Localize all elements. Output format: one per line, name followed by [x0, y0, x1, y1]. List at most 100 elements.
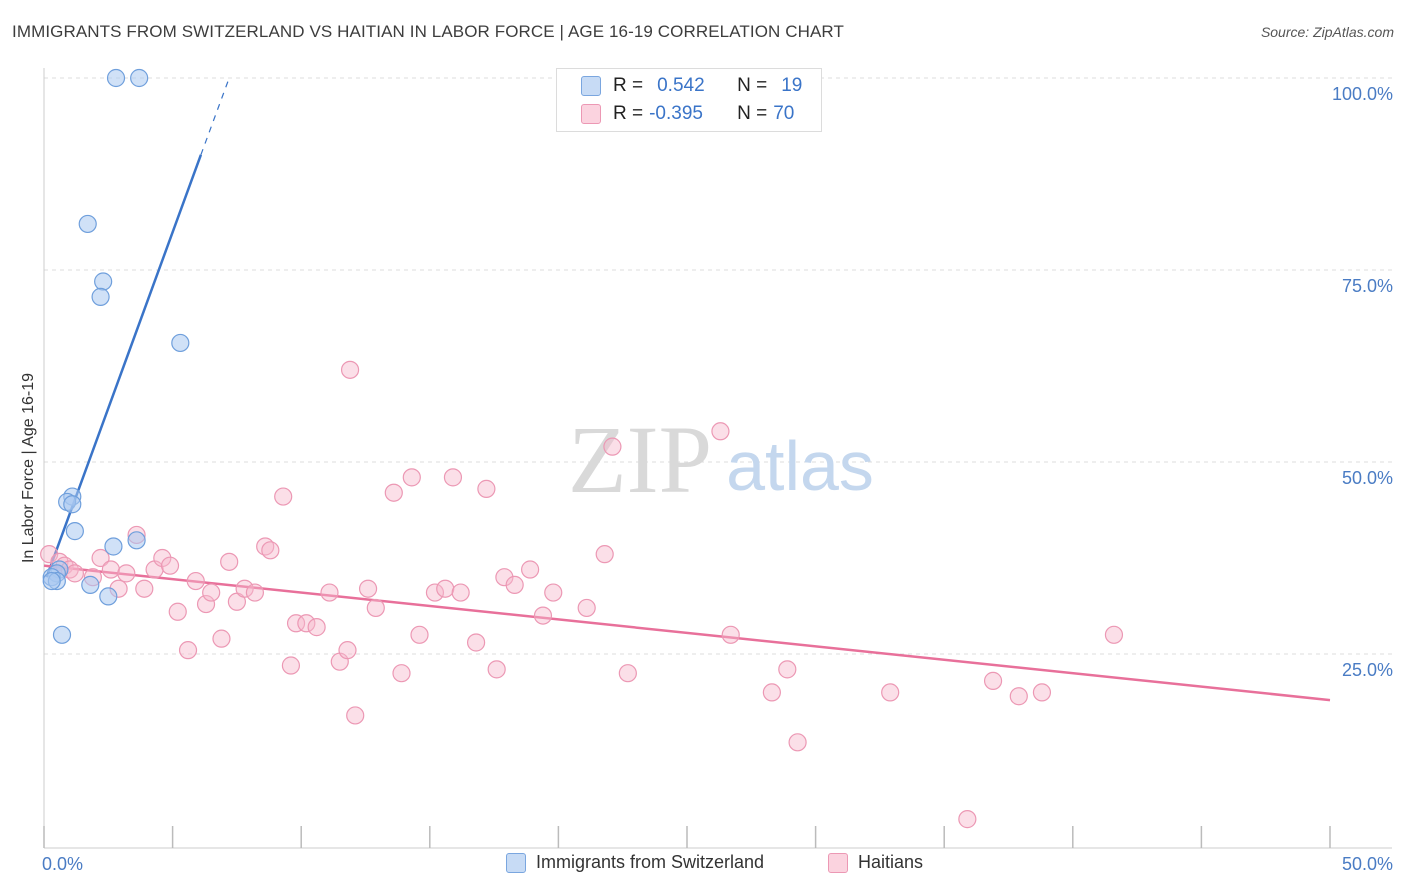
legend-item-swiss[interactable]: Immigrants from Switzerland [506, 852, 764, 873]
data-point-haitian [505, 575, 524, 594]
r-label: R = [613, 75, 644, 96]
data-point-haitian [487, 660, 506, 679]
data-point-haitian [220, 552, 239, 571]
data-point-haitian [358, 579, 378, 598]
data-point-swiss [78, 214, 97, 234]
data-point-haitian [721, 625, 740, 644]
data-point-haitian [40, 545, 59, 564]
trend-line-haitian [43, 564, 1331, 702]
data-point-swiss [104, 537, 123, 556]
data-point-haitian [135, 579, 154, 598]
data-point-haitian [320, 583, 339, 602]
data-point-haitian [245, 583, 265, 602]
data-point-haitian [392, 664, 411, 683]
data-point-haitian [410, 625, 429, 644]
y-tick-label: 100.0% [1332, 84, 1393, 104]
data-point-haitian [196, 594, 216, 614]
n-label: N = [737, 103, 768, 124]
data-point-swiss [91, 287, 110, 306]
data-point-swiss [171, 333, 190, 353]
data-point-haitian [153, 548, 172, 568]
data-point-haitian [261, 541, 280, 560]
data-point-haitian [533, 606, 553, 625]
data-point-haitian [402, 468, 421, 487]
y-tick-labels: 25.0% 50.0% 75.0% 100.0% [1332, 84, 1393, 680]
swatch-swiss [581, 76, 601, 96]
data-point-haitian [168, 602, 187, 621]
swatch-haitian [581, 104, 601, 124]
x-tick-labels: 0.0% 50.0% [42, 854, 1393, 874]
data-point-haitian [603, 437, 622, 456]
legend-swatch-haitian [828, 852, 848, 873]
data-point-haitian [958, 810, 977, 829]
r-label: R = [613, 103, 644, 124]
data-point-haitian [451, 583, 470, 602]
data-point-haitian [307, 618, 326, 637]
data-point-haitian [338, 641, 357, 660]
data-point-haitian [160, 556, 180, 575]
x-tick-label: 0.0% [42, 854, 83, 874]
data-point-haitian [1104, 625, 1124, 644]
data-point-haitian [577, 598, 596, 618]
data-point-haitian [186, 571, 205, 591]
y-tick-label: 75.0% [1342, 276, 1393, 296]
stats-row-haitian: R = -0.395 N = 70 [581, 102, 794, 126]
source-label: Source: ZipAtlas.com [1260, 24, 1394, 40]
data-point-haitian [425, 583, 445, 602]
watermark-atlas: atlas [726, 427, 874, 505]
data-point-haitian [881, 683, 900, 702]
data-point-haitian [477, 479, 496, 498]
data-point-haitian [618, 664, 637, 683]
data-point-haitian [178, 641, 198, 660]
data-point-haitian [595, 545, 614, 564]
data-point-haitian [65, 564, 84, 583]
r-value: -0.395 [649, 103, 703, 124]
data-point-haitian [788, 733, 807, 752]
data-points [40, 68, 1124, 829]
axes [43, 68, 1392, 849]
data-point-haitian [101, 560, 120, 579]
data-point-haitian [1032, 683, 1052, 702]
n-value: 70 [773, 103, 795, 124]
data-point-haitian [778, 660, 797, 679]
data-point-swiss [81, 575, 100, 594]
data-point-swiss [52, 625, 72, 644]
data-point-haitian [466, 633, 486, 652]
y-tick-label: 25.0% [1342, 660, 1393, 680]
y-tick-label: 50.0% [1342, 468, 1393, 488]
y-axis-label: In Labor Force | Age 16-19 [20, 373, 37, 563]
gridlines [44, 77, 1392, 655]
data-point-haitian [366, 598, 385, 618]
data-point-haitian [212, 629, 231, 648]
n-label: N = [737, 75, 768, 96]
data-point-haitian [1009, 687, 1028, 706]
legend-swatch-swiss [506, 852, 526, 873]
watermark-zip: ZIP [568, 406, 712, 513]
data-point-haitian [117, 564, 136, 583]
data-point-swiss [106, 68, 126, 88]
data-point-haitian [202, 583, 221, 602]
data-point-swiss [65, 522, 84, 541]
data-point-haitian [286, 614, 306, 633]
data-point-swiss [127, 531, 146, 550]
trend-line-swiss-extension [200, 77, 230, 156]
data-point-haitian [983, 671, 1003, 690]
x-tick-label: 50.0% [1342, 854, 1393, 874]
data-point-haitian [384, 483, 403, 502]
data-point-swiss [42, 571, 61, 591]
data-point-haitian [91, 548, 110, 568]
n-value: 19 [781, 75, 803, 96]
legend-label-swiss: Immigrants from Switzerland [536, 852, 765, 872]
legend-label-haitian: Haitians [858, 852, 924, 872]
data-point-swiss [94, 272, 113, 291]
data-point-haitian [346, 706, 365, 725]
r-value: 0.542 [657, 75, 705, 96]
data-point-haitian [762, 683, 781, 702]
series-legend: Immigrants from Switzerland Haitians [0, 852, 1406, 878]
data-point-swiss [63, 495, 82, 514]
data-point-haitian [274, 487, 293, 506]
legend-item-haitian[interactable]: Haitians [828, 852, 923, 873]
trend-line-swiss [45, 154, 203, 578]
data-point-swiss [99, 587, 118, 606]
